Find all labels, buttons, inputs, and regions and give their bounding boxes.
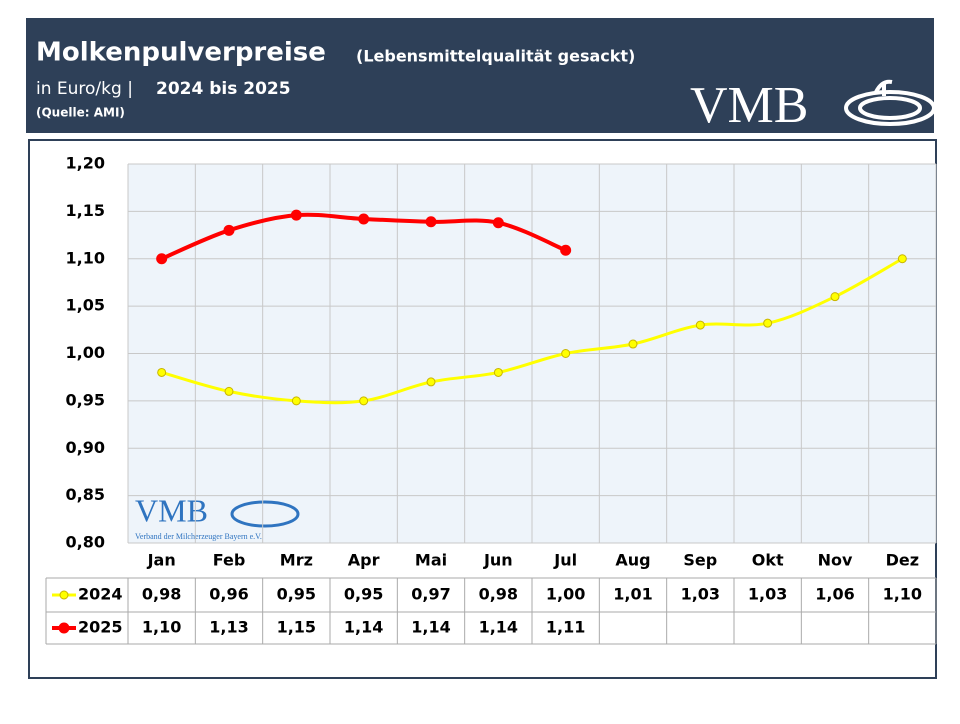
point: [830, 292, 840, 302]
point: [897, 254, 907, 264]
point: [290, 209, 302, 221]
y-tick-label: 0,95: [66, 390, 105, 409]
table-value: 1,01: [613, 585, 652, 604]
x-tick-label: Jan: [147, 551, 176, 570]
legend-label: 2025: [78, 618, 123, 637]
table-value: 1,00: [546, 585, 585, 604]
table-value: 1,03: [748, 585, 787, 604]
x-tick-label: Jul: [553, 551, 577, 570]
x-tick-label: Aug: [615, 551, 650, 570]
source: (Quelle: AMI): [36, 106, 125, 120]
table-value: 0,95: [344, 585, 383, 604]
x-tick-label: Nov: [818, 551, 853, 570]
x-tick-label: Okt: [752, 551, 784, 570]
point: [492, 217, 504, 229]
logo-swoosh: [844, 79, 936, 126]
legend-label: 2024: [78, 585, 123, 604]
table-value: 0,95: [277, 585, 316, 604]
header-bg: [26, 18, 934, 133]
x-tick-label: Jun: [483, 551, 513, 570]
period: 2024 bis 2025: [156, 79, 291, 99]
table-value: 0,96: [209, 585, 248, 604]
title: Molkenpulverpreise: [36, 38, 326, 68]
y-tick-label: 1,00: [66, 343, 105, 362]
table-value: 1,15: [277, 618, 316, 637]
point: [763, 318, 773, 328]
y-tick-label: 1,10: [66, 248, 105, 267]
y-tick-label: 0,80: [66, 533, 105, 552]
watermark-text: Verband der Milcherzeuger Bayern e.V.: [135, 532, 262, 541]
point: [425, 216, 437, 228]
y-tick-label: 1,20: [66, 154, 105, 173]
point: [426, 377, 436, 387]
point: [156, 253, 168, 265]
legend-marker: [59, 590, 69, 600]
point: [560, 244, 572, 256]
table-value: 0,97: [411, 585, 450, 604]
point: [359, 396, 369, 406]
table-value: 1,03: [681, 585, 720, 604]
point: [157, 367, 167, 377]
point: [224, 386, 234, 396]
table-value: 1,14: [344, 618, 383, 637]
point: [358, 213, 370, 225]
y-tick-label: 0,85: [66, 485, 105, 504]
point: [291, 396, 301, 406]
x-tick-label: Sep: [683, 551, 717, 570]
table-value: 1,14: [411, 618, 450, 637]
table-value: 0,98: [479, 585, 518, 604]
x-tick-label: Apr: [348, 551, 380, 570]
table-value: 1,14: [479, 618, 518, 637]
table-value: 0,98: [142, 585, 181, 604]
point: [493, 367, 503, 377]
table-value: 1,10: [142, 618, 181, 637]
x-tick-label: Feb: [213, 551, 246, 570]
table-value: 1,06: [815, 585, 854, 604]
y-tick-label: 1,05: [66, 296, 105, 315]
logo: VMB: [690, 77, 808, 134]
table-value: 1,10: [883, 585, 922, 604]
x-tick-label: Mrz: [280, 551, 313, 570]
watermark-logo: VMB: [135, 492, 208, 528]
x-tick-label: Dez: [886, 551, 919, 570]
point: [628, 339, 638, 349]
x-tick-label: Mai: [415, 551, 447, 570]
point: [223, 224, 235, 236]
series-line: [161, 257, 904, 405]
table-value: 1,13: [209, 618, 248, 637]
legend-marker: [58, 622, 70, 634]
point: [561, 349, 571, 358]
y-tick-label: 1,15: [66, 201, 105, 220]
point: [695, 320, 705, 330]
table-value: 1,11: [546, 618, 585, 637]
unit: in Euro/kg |: [36, 79, 133, 99]
title-note: (Lebensmittelqualität gesackt): [356, 47, 635, 66]
y-tick-label: 0,90: [66, 438, 105, 457]
watermark-swoosh: [230, 500, 300, 528]
